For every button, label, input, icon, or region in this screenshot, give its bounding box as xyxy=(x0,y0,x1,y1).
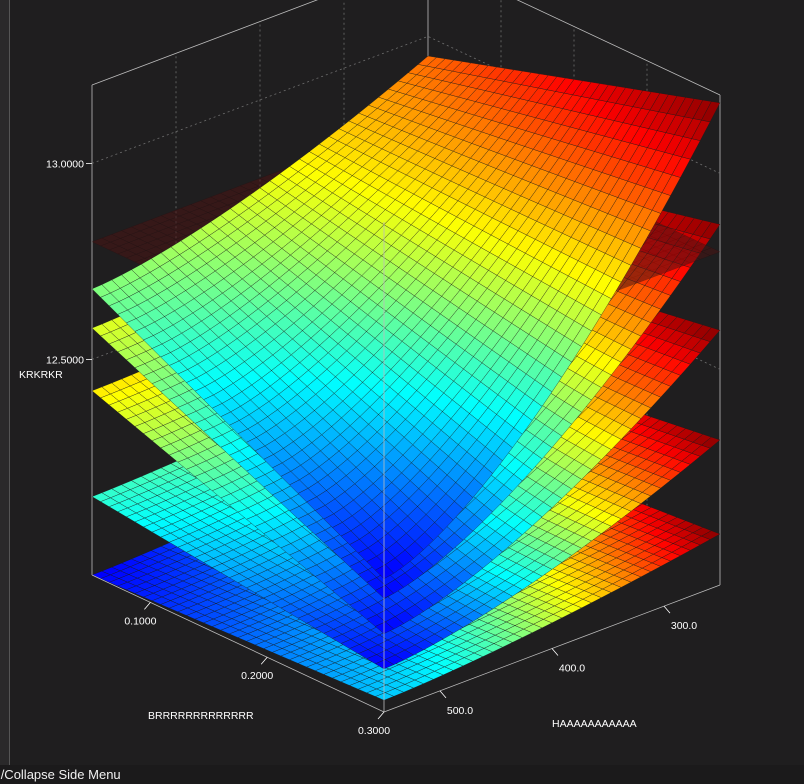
surfaces-layer xyxy=(91,55,721,701)
side-scrollbar[interactable] xyxy=(0,0,10,765)
box-edge-top-left xyxy=(91,0,319,86)
box-edge-top-right xyxy=(516,0,721,96)
surface-plot: 12.500013.00000.10000.20000.3000300.0400… xyxy=(19,0,721,737)
surface-cell xyxy=(701,436,721,449)
surface-cell xyxy=(701,530,721,540)
